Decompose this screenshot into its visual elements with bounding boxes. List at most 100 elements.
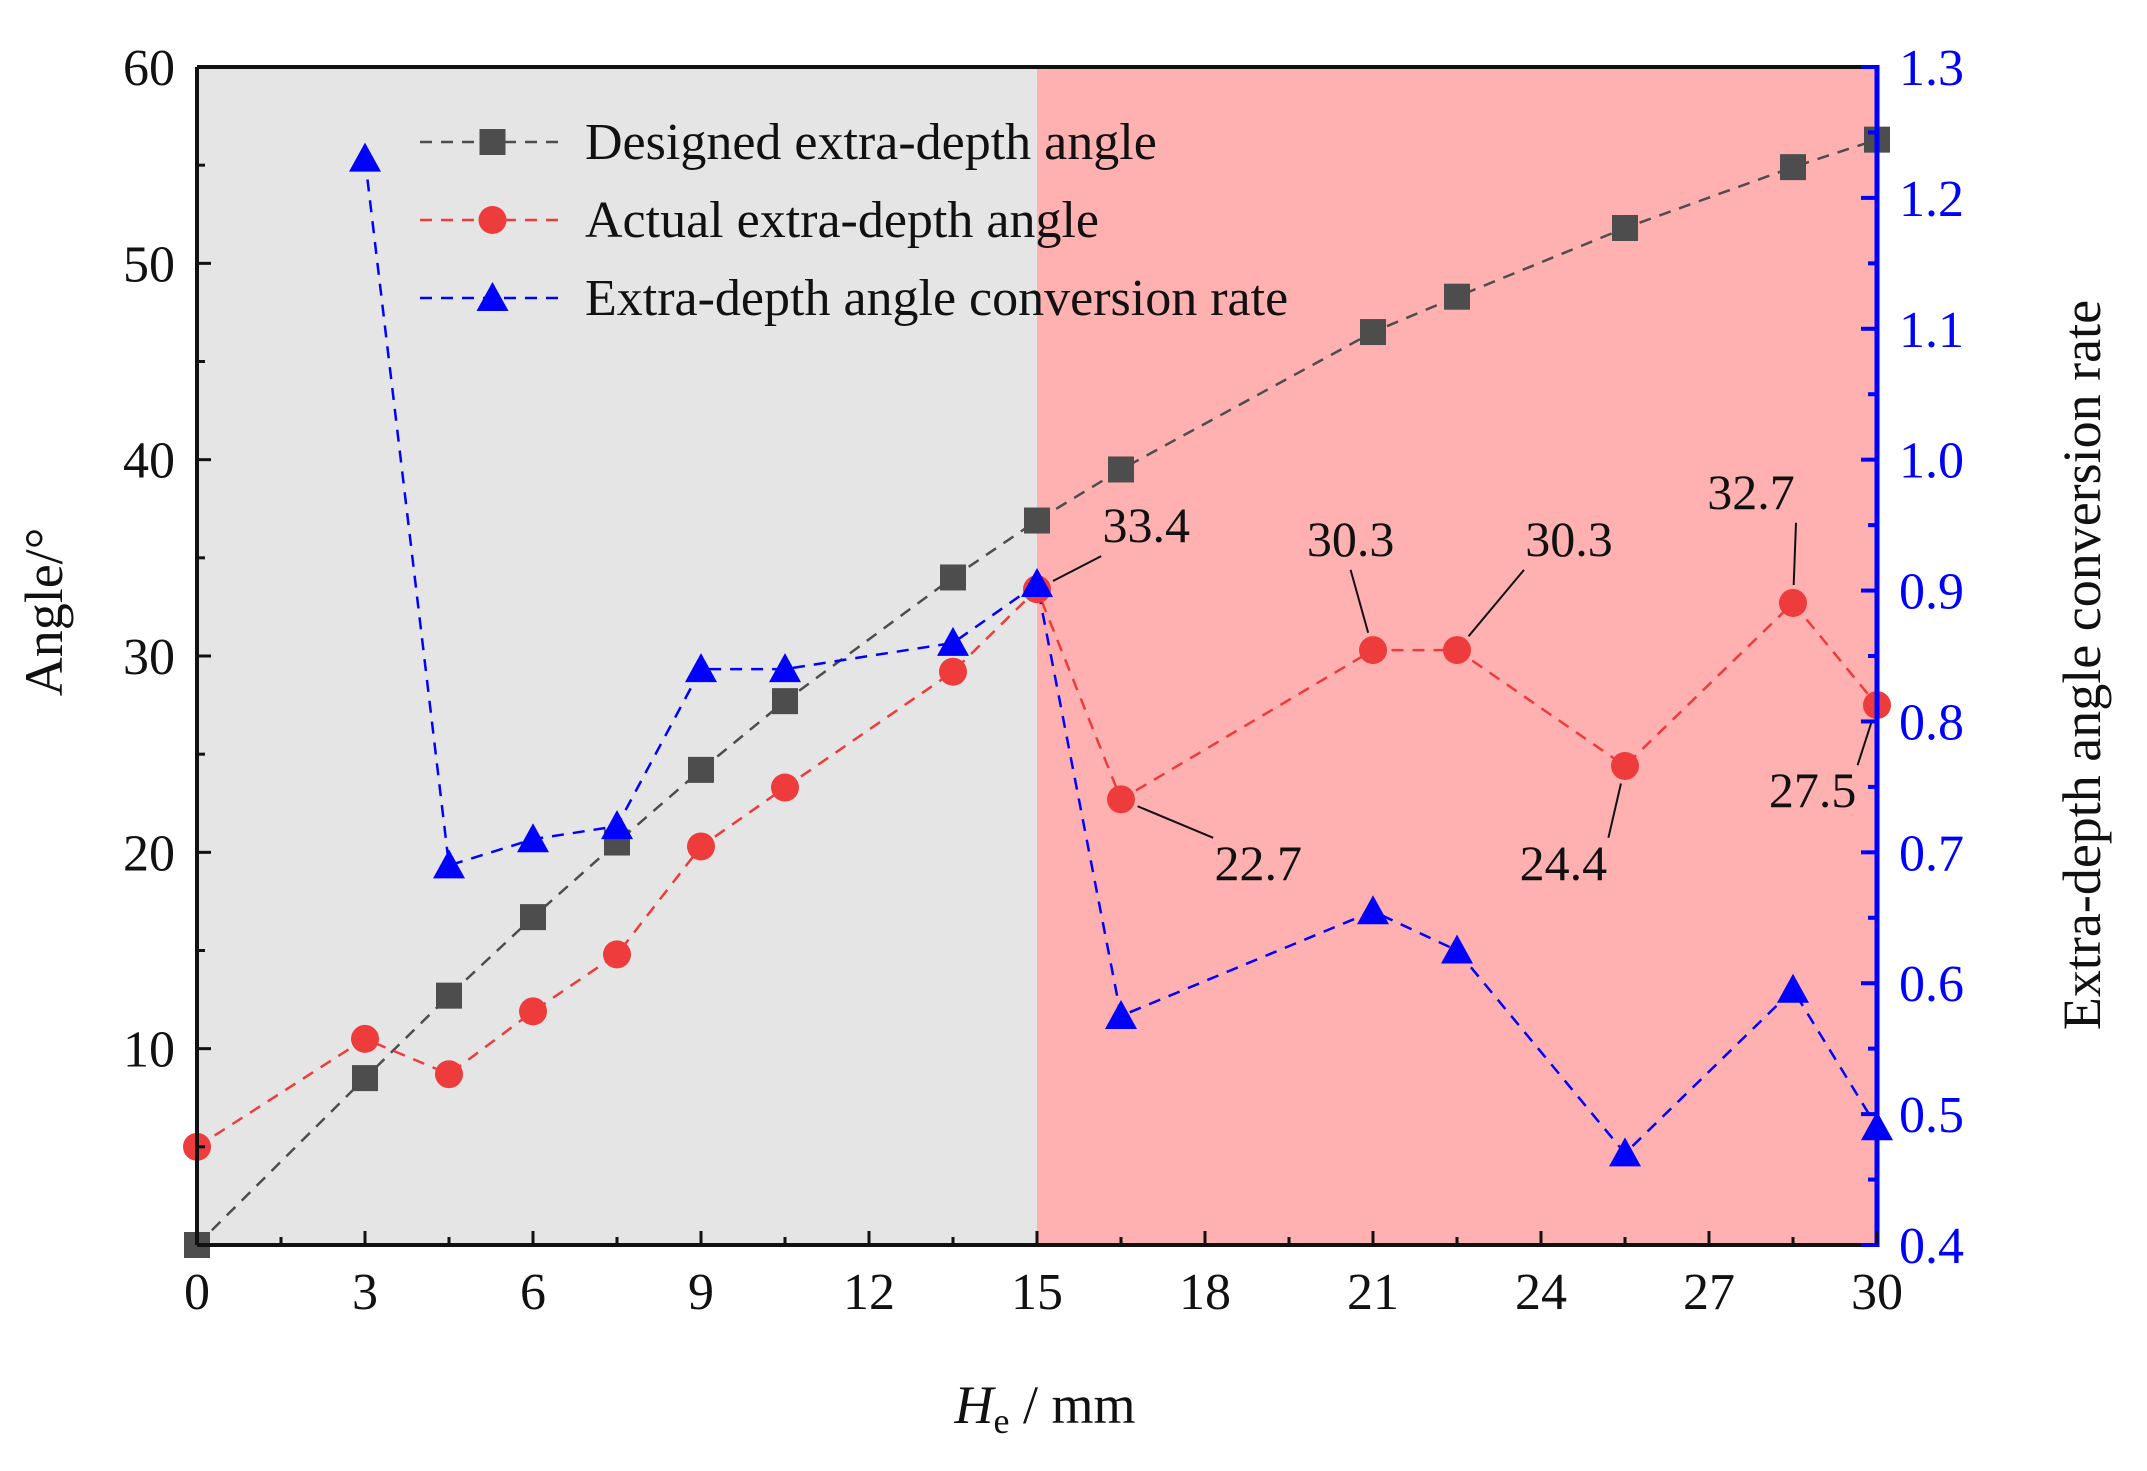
- y-right-tick-label: 0.6: [1899, 956, 1964, 1013]
- legend-label-2: Extra-depth angle conversion rate: [585, 270, 1288, 327]
- series-0-point: [1444, 283, 1470, 310]
- series-0-point: [352, 1065, 378, 1092]
- y-right-tick-label: 1.3: [1899, 40, 1964, 97]
- series-1-point: [1779, 588, 1807, 617]
- y-axis-right-title: Extra-depth angle conversion rate: [2052, 300, 2112, 1030]
- series-1-point: [1611, 751, 1639, 780]
- annotation-leader: [1856, 721, 1873, 766]
- annotation-label: 32.7: [1707, 464, 1795, 520]
- y-right-tick-label: 0.4: [1899, 1218, 1964, 1275]
- x-tick-label: 21: [1347, 1264, 1399, 1321]
- annotation-label: 33.4: [1102, 497, 1190, 553]
- y-left-tick-label: 20: [123, 825, 175, 882]
- y-right-tick-label: 0.7: [1899, 825, 1964, 882]
- series-1-point: [519, 997, 547, 1026]
- series-0-point: [772, 688, 798, 715]
- series-0-point: [940, 564, 966, 591]
- series-0-point: [688, 756, 714, 783]
- series-1-point: [603, 940, 631, 969]
- y-right-tick-label: 1.1: [1899, 302, 1964, 359]
- annotation-label: 30.3: [1525, 511, 1613, 567]
- series-0-point: [1612, 214, 1638, 241]
- x-axis-title-symbol: H: [954, 1375, 997, 1435]
- annotation-leader: [1052, 555, 1102, 582]
- legend-marker-2: [476, 282, 509, 311]
- annotation-leader: [1349, 569, 1370, 634]
- legend-marker-0: [479, 129, 506, 155]
- annotation-label: 22.7: [1214, 835, 1302, 891]
- y-left-tick-label: 40: [123, 433, 175, 490]
- legend-label-0: Designed extra-depth angle: [585, 114, 1157, 171]
- y-right-tick-label: 0.8: [1899, 694, 1964, 751]
- series-0-point: [1108, 456, 1134, 483]
- annotation-label: 30.3: [1307, 511, 1395, 567]
- y-left-tick-label: 50: [123, 236, 175, 293]
- x-axis-title: He / mm: [954, 1375, 1136, 1441]
- series-2-point: [517, 823, 549, 853]
- series-0-point: [1360, 319, 1386, 346]
- annotation-label: 24.4: [1520, 835, 1608, 891]
- series-2-point: [349, 142, 381, 172]
- series-1-point: [1359, 636, 1387, 665]
- legend-marker-1: [478, 206, 507, 234]
- legend: Designed extra-depth angle Actual extra-d…: [420, 114, 1288, 327]
- x-tick-label: 18: [1179, 1264, 1231, 1321]
- series-2-point: [1021, 568, 1053, 598]
- x-tick-label: 3: [352, 1264, 378, 1321]
- x-tick-label: 12: [843, 1264, 895, 1321]
- y-right-tick-label: 0.5: [1899, 1087, 1964, 1144]
- axis-ticks: [195, 65, 1879, 1247]
- series-2-point: [601, 810, 633, 840]
- x-tick-label: 0: [184, 1264, 210, 1321]
- series-2-point: [1441, 934, 1473, 964]
- annotation-leaders: [1052, 522, 1873, 839]
- series-line-2: [363, 158, 1879, 1156]
- series-2-point: [685, 653, 717, 683]
- y-right-tick-label: 1.0: [1899, 433, 1964, 490]
- annotation-leader: [1467, 569, 1525, 637]
- y-left-tick-label: 10: [123, 1022, 175, 1079]
- annotation-leader: [1607, 783, 1622, 839]
- series-2-point: [1609, 1137, 1641, 1167]
- series-line-1: [196, 587, 1878, 1148]
- y-left-tick-label: 30: [123, 629, 175, 686]
- series-0-point: [436, 982, 462, 1009]
- series-markers: [183, 126, 1893, 1258]
- series-2-point: [433, 849, 465, 879]
- series-2-point: [769, 653, 801, 683]
- tick-labels: 0 3 6 9 12 15 18 21 24 27 30 10 20 30 40 50 60 0.4 0.5 0.6 0…: [123, 40, 1964, 1321]
- series-2-point: [937, 626, 969, 656]
- y-right-tick-label: 0.9: [1899, 564, 1964, 621]
- annotation-leader: [1137, 805, 1214, 839]
- annotation-leader: [1792, 522, 1797, 586]
- series-1-point: [1443, 636, 1471, 665]
- legend-label-1: Actual extra-depth angle: [585, 192, 1099, 249]
- series-1-point: [771, 773, 799, 802]
- x-tick-label: 30: [1851, 1264, 1903, 1321]
- series-1-point: [1107, 785, 1135, 814]
- series-0-point: [520, 904, 546, 931]
- series-2-point: [1357, 895, 1389, 925]
- x-axis-title-subscript: e: [994, 1401, 1010, 1441]
- x-tick-label: 15: [1011, 1264, 1063, 1321]
- y-left-tick-label: 60: [123, 40, 175, 97]
- x-axis-title-unit: / mm: [1009, 1375, 1135, 1435]
- x-tick-label: 6: [520, 1264, 546, 1321]
- series-2-point: [1105, 999, 1137, 1029]
- series-1-point: [687, 832, 715, 861]
- y-right-tick-label: 1.2: [1899, 171, 1964, 228]
- annotation-label: 27.5: [1769, 762, 1857, 818]
- series-2-point: [1777, 973, 1809, 1003]
- data-annotations: 33.4 22.7 30.3 30.3 24.4 32.7 27.5: [1102, 464, 1856, 891]
- series-1-point: [939, 657, 967, 686]
- y-axis-left-title: Angle/°: [14, 528, 74, 697]
- x-tick-label: 24: [1515, 1264, 1567, 1321]
- x-tick-label: 9: [688, 1264, 714, 1321]
- x-tick-label: 27: [1683, 1264, 1735, 1321]
- series-0-point: [1780, 154, 1806, 181]
- series-1-point: [351, 1024, 379, 1053]
- series-0-point: [1024, 507, 1050, 534]
- series-1-point: [435, 1060, 463, 1089]
- region-0: [197, 67, 1037, 1245]
